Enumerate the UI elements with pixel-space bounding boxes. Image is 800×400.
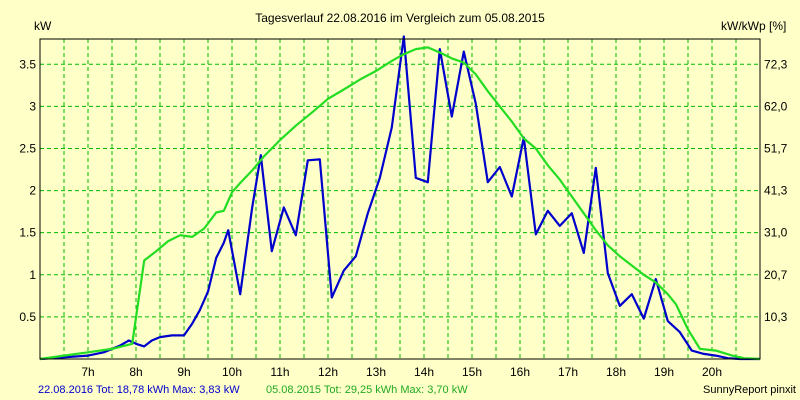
- y2-tick-label: 51,7: [764, 141, 788, 155]
- plot-frame: [39, 38, 761, 360]
- y2-tick-label: 10,3: [764, 310, 788, 324]
- x-tick-label: 11h: [270, 365, 289, 379]
- y-tick-labels: 0.5 1 1.5 2 2.5 3 3.5: [19, 57, 36, 324]
- x-tick-label: 13h: [366, 365, 386, 379]
- footer-series1-summary: 22.08.2016 Tot: 18,78 kWh Max: 3,83 kW: [38, 384, 240, 396]
- x-tick-label: 16h: [510, 365, 530, 379]
- y2-tick-labels: 10,3 20,7 31,0 41,3 51,7 62,0 72,3: [764, 57, 788, 324]
- y-axis-label-right: kW/kWp [%]: [721, 19, 786, 33]
- x-tick-label: 15h: [462, 365, 482, 379]
- x-tick-label: 9h: [177, 365, 190, 379]
- x-tick-labels: 7h 8h 9h 10h 11h 12h 13h 14h 15h 16h 17h 18h 19h 20h: [81, 365, 722, 379]
- series-lines: [39, 35, 761, 361]
- y-tick-label: 1: [29, 268, 36, 282]
- x-tick-label: 10h: [222, 365, 242, 379]
- y-tick-label: 3: [29, 99, 36, 113]
- y2-tick-label: 41,3: [764, 184, 788, 198]
- series-line-1: [39, 35, 760, 361]
- series-line-2: [39, 46, 761, 361]
- x-tick-label: 12h: [318, 365, 338, 379]
- y2-tick-label: 31,0: [764, 226, 788, 240]
- chart-title: Tagesverlauf 22.08.2016 im Vergleich zum…: [255, 11, 545, 25]
- y2-tick-label: 62,0: [764, 99, 788, 113]
- x-tick-label: 8h: [129, 365, 142, 379]
- x-tick-label: 7h: [81, 365, 94, 379]
- footer-series2-summary: 05.08.2015 Tot: 29,25 kWh Max: 3,70 kW: [266, 384, 468, 396]
- y-tick-label: 2: [29, 184, 36, 198]
- y2-tick-label: 20,7: [764, 268, 788, 282]
- y-axis-label-left: kW: [34, 19, 52, 33]
- y-tick-label: 3.5: [19, 57, 36, 71]
- y-tick-label: 0.5: [19, 310, 36, 324]
- x-tick-label: 17h: [558, 365, 578, 379]
- x-tick-label: 14h: [414, 365, 434, 379]
- y-tick-label: 1.5: [19, 226, 36, 240]
- x-tick-label: 18h: [606, 365, 626, 379]
- x-tick-label: 20h: [702, 365, 722, 379]
- y2-tick-label: 72,3: [764, 57, 788, 71]
- plot-area: [40, 39, 760, 359]
- x-tick-label: 19h: [654, 365, 674, 379]
- y-tick-label: 2.5: [19, 141, 36, 155]
- footer-credit: SunnyReport pinxit: [703, 384, 796, 396]
